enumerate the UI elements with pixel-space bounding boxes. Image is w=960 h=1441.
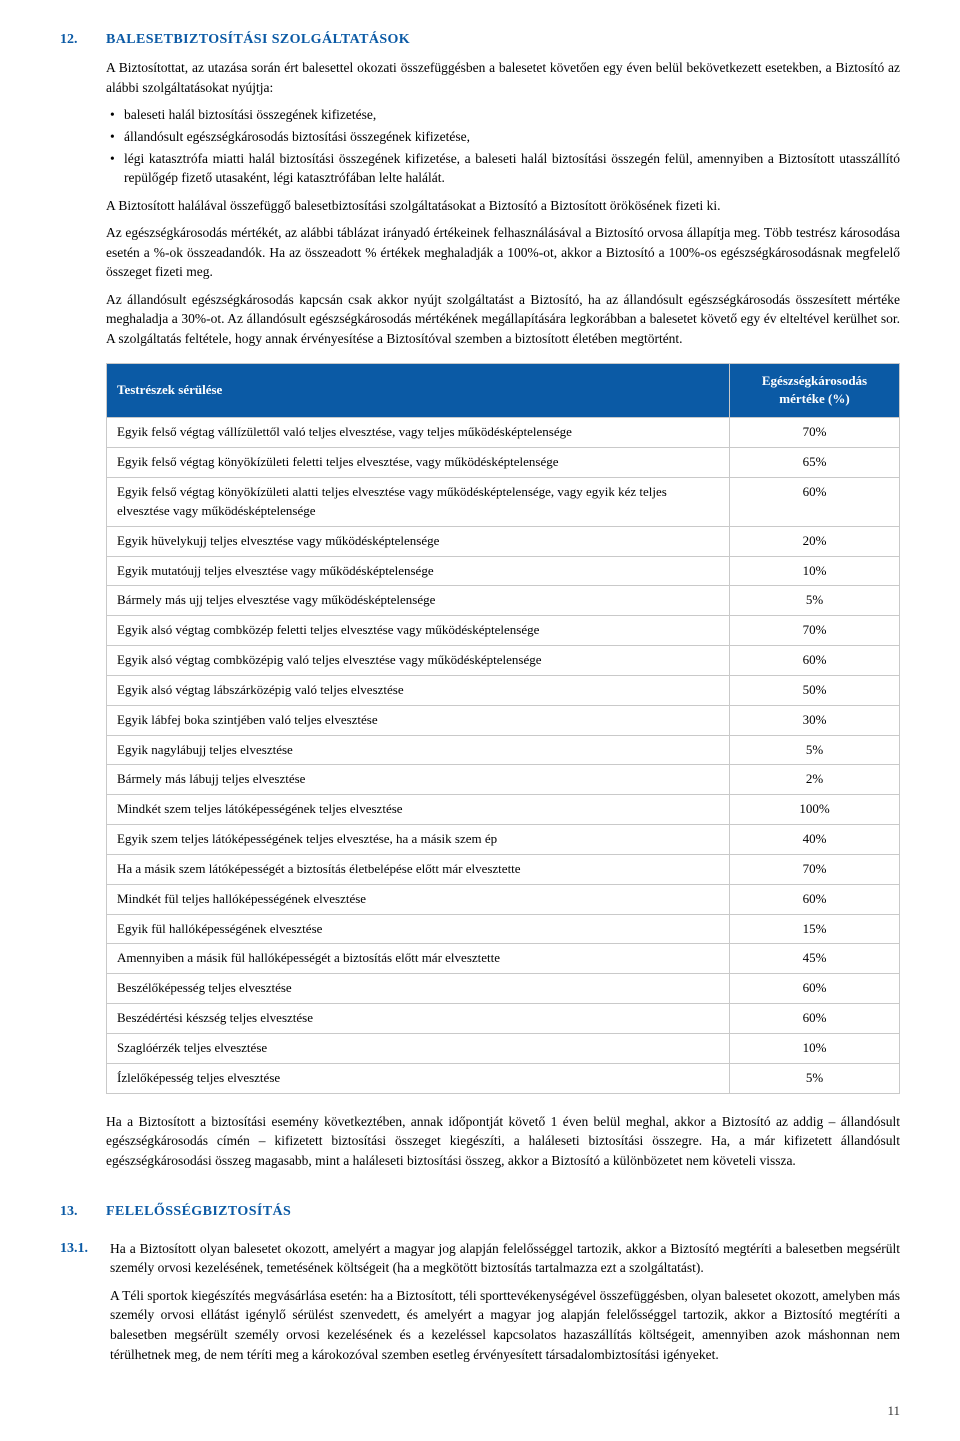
table-row: Egyik szem teljes látóképességének telje… <box>107 825 900 855</box>
section-13-1-number: 13.1. <box>60 1239 96 1372</box>
table-row: Egyik hüvelykujj teljes elvesztése vagy … <box>107 526 900 556</box>
table-cell-pct: 60% <box>730 1004 900 1034</box>
table-row: Amennyiben a másik fül hallóképességét a… <box>107 944 900 974</box>
table-cell-label: Egyik alsó végtag combközépig való telje… <box>107 646 730 676</box>
table-cell-pct: 60% <box>730 646 900 676</box>
bullet-item: állandósult egészségkárosodás biztosítás… <box>124 127 900 147</box>
table-cell-pct: 2% <box>730 765 900 795</box>
table-row: Egyik mutatóujj teljes elvesztése vagy m… <box>107 556 900 586</box>
section-12-p2: Az egészségkárosodás mértékét, az alábbi… <box>106 223 900 282</box>
table-row: Egyik felső végtag könyökízületi alatti … <box>107 477 900 526</box>
table-cell-label: Ha a másik szem látóképességét a biztosí… <box>107 854 730 884</box>
table-cell-pct: 60% <box>730 974 900 1004</box>
table-cell-pct: 60% <box>730 884 900 914</box>
table-cell-pct: 30% <box>730 705 900 735</box>
table-cell-pct: 65% <box>730 448 900 478</box>
table-cell-pct: 70% <box>730 854 900 884</box>
table-cell-pct: 20% <box>730 526 900 556</box>
table-cell-pct: 40% <box>730 825 900 855</box>
table-cell-label: Egyik szem teljes látóképességének telje… <box>107 825 730 855</box>
table-row: Ha a másik szem látóképességét a biztosí… <box>107 854 900 884</box>
table-header-right: Egészségkárosodás mértéke (%) <box>730 363 900 418</box>
table-cell-pct: 5% <box>730 586 900 616</box>
table-cell-label: Egyik felső végtag vállízülettől való te… <box>107 418 730 448</box>
table-row: Ízlelőképesség teljes elvesztése5% <box>107 1063 900 1093</box>
table-cell-label: Egyik alsó végtag lábszárközépig való te… <box>107 675 730 705</box>
table-row: Mindkét szem teljes látóképességének tel… <box>107 795 900 825</box>
section-13-title: FELELŐSSÉGBIZTOSÍTÁS <box>106 1202 291 1222</box>
section-12-bullets: baleseti halál biztosítási összegének ki… <box>106 105 900 187</box>
table-cell-label: Bármely más lábujj teljes elvesztése <box>107 765 730 795</box>
table-cell-pct: 60% <box>730 477 900 526</box>
table-cell-label: Egyik mutatóujj teljes elvesztése vagy m… <box>107 556 730 586</box>
table-row: Egyik felső végtag vállízülettől való te… <box>107 418 900 448</box>
table-row: Beszélőképesség teljes elvesztése60% <box>107 974 900 1004</box>
table-row: Bármely más lábujj teljes elvesztése2% <box>107 765 900 795</box>
table-cell-label: Szaglóérzék teljes elvesztése <box>107 1034 730 1064</box>
section-12-p3: Az állandósult egészségkárosodás kapcsán… <box>106 290 900 349</box>
table-cell-label: Ízlelőképesség teljes elvesztése <box>107 1063 730 1093</box>
page-number: 11 <box>60 1402 900 1421</box>
table-header-left: Testrészek sérülése <box>107 363 730 418</box>
table-cell-label: Mindkét fül teljes hallóképességének elv… <box>107 884 730 914</box>
table-cell-pct: 100% <box>730 795 900 825</box>
table-row: Egyik alsó végtag lábszárközépig való te… <box>107 675 900 705</box>
section-12-number: 12. <box>60 30 92 50</box>
table-cell-label: Egyik fül hallóképességének elvesztése <box>107 914 730 944</box>
table-cell-label: Amennyiben a másik fül hallóképességét a… <box>107 944 730 974</box>
table-cell-pct: 5% <box>730 735 900 765</box>
table-cell-label: Egyik felső végtag könyökízületi alatti … <box>107 477 730 526</box>
table-cell-label: Egyik hüvelykujj teljes elvesztése vagy … <box>107 526 730 556</box>
table-cell-pct: 15% <box>730 914 900 944</box>
table-row: Egyik nagylábujj teljes elvesztése5% <box>107 735 900 765</box>
table-cell-label: Egyik felső végtag könyökízületi feletti… <box>107 448 730 478</box>
table-row: Mindkét fül teljes hallóképességének elv… <box>107 884 900 914</box>
section-13-number: 13. <box>60 1202 92 1222</box>
table-cell-label: Beszélőképesség teljes elvesztése <box>107 974 730 1004</box>
table-cell-label: Egyik nagylábujj teljes elvesztése <box>107 735 730 765</box>
table-row: Bármely más ujj teljes elvesztése vagy m… <box>107 586 900 616</box>
table-cell-label: Egyik lábfej boka szintjében való teljes… <box>107 705 730 735</box>
table-cell-pct: 10% <box>730 1034 900 1064</box>
bullet-item: légi katasztrófa miatti halál biztosítás… <box>124 149 900 188</box>
table-row: Szaglóérzék teljes elvesztése10% <box>107 1034 900 1064</box>
table-cell-pct: 10% <box>730 556 900 586</box>
table-cell-pct: 70% <box>730 418 900 448</box>
table-row: Egyik alsó végtag combközép feletti telj… <box>107 616 900 646</box>
table-row: Egyik alsó végtag combközépig való telje… <box>107 646 900 676</box>
table-cell-label: Mindkét szem teljes látóképességének tel… <box>107 795 730 825</box>
table-row: Beszédértési készség teljes elvesztése60… <box>107 1004 900 1034</box>
table-row: Egyik felső végtag könyökízületi feletti… <box>107 448 900 478</box>
section-12-intro: A Biztosítottat, az utazása során ért ba… <box>106 58 900 97</box>
table-cell-pct: 70% <box>730 616 900 646</box>
table-cell-label: Egyik alsó végtag combközép feletti telj… <box>107 616 730 646</box>
table-row: Egyik fül hallóképességének elvesztése15… <box>107 914 900 944</box>
table-cell-label: Bármely más ujj teljes elvesztése vagy m… <box>107 586 730 616</box>
section-13-1-p2: A Téli sportok kiegészítés megvásárlása … <box>110 1286 900 1364</box>
table-cell-pct: 45% <box>730 944 900 974</box>
section-12-p1: A Biztosított halálával összefüggő bales… <box>106 196 900 216</box>
table-cell-label: Beszédértési készség teljes elvesztése <box>107 1004 730 1034</box>
injury-table: Testrészek sérülése Egészségkárosodás mé… <box>106 363 900 1094</box>
table-cell-pct: 50% <box>730 675 900 705</box>
section-13-1-p1: Ha a Biztosított olyan balesetet okozott… <box>110 1239 900 1278</box>
section-12-after-table: Ha a Biztosított a biztosítási esemény k… <box>106 1112 900 1171</box>
bullet-item: baleseti halál biztosítási összegének ki… <box>124 105 900 125</box>
section-12-title: BALESETBIZTOSÍTÁSI SZOLGÁLTATÁSOK <box>106 30 410 50</box>
table-row: Egyik lábfej boka szintjében való teljes… <box>107 705 900 735</box>
table-cell-pct: 5% <box>730 1063 900 1093</box>
